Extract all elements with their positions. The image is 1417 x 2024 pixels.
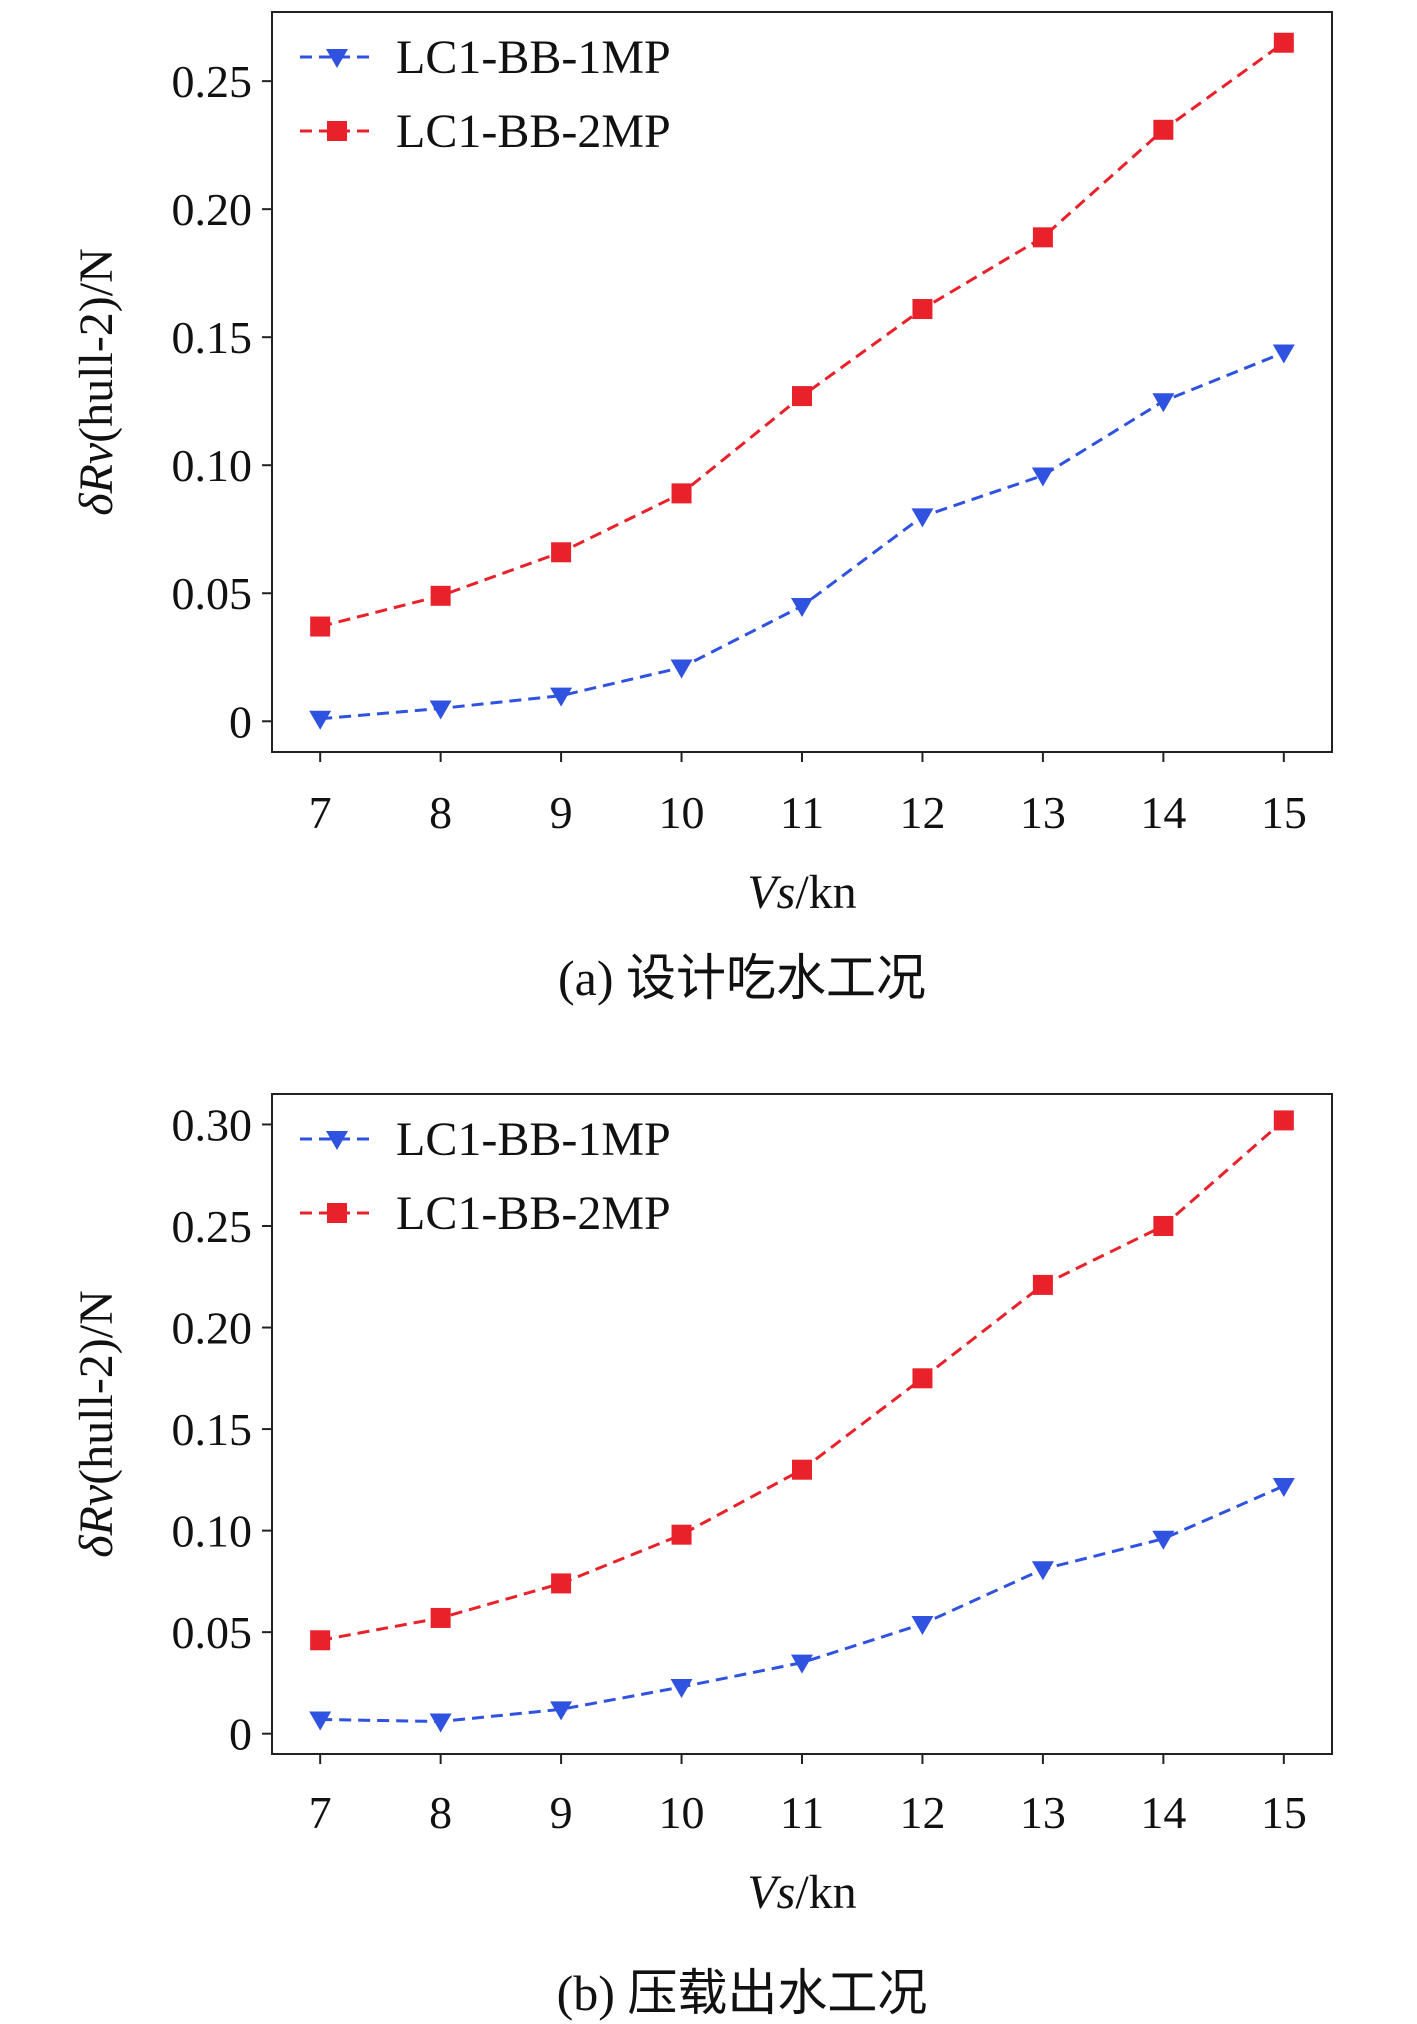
panel-b-series-LC1-BB-1MP-point (670, 1678, 693, 1698)
panel-a-series-LC1-BB-1MP-point (791, 598, 813, 618)
panel-b-series-LC1-BB-2MP-point (1273, 1110, 1294, 1131)
panel-b-y-tick-label: 0.25 (172, 1201, 253, 1252)
panel-b-series-LC1-BB-2MP-point (1032, 1274, 1053, 1295)
panel-b-series-LC1-BB-2MP-point (792, 1459, 812, 1480)
panel-b-series-LC1-BB-1MP-point (1031, 1561, 1054, 1581)
panel-a-series-LC1-BB-2MP-point (310, 616, 331, 637)
panel-a-x-tick-label: 12 (899, 787, 945, 838)
panel-a-y-tick-label: 0.25 (172, 56, 253, 107)
panel-b-legend-marker-LC1-BB-2MP (327, 1203, 347, 1223)
panel-a-x-tick-label: 14 (1140, 787, 1186, 838)
panel-a-legend-label-LC1-BB-2MP: LC1-BB-2MP (396, 105, 671, 158)
panel-a-series-LC1-BB-1MP-point (550, 687, 573, 707)
panel-b-series-LC1-BB-1MP-point (550, 1701, 573, 1721)
panel-a-series-LC1-BB-2MP-point (671, 483, 692, 504)
panel-b-caption: (b) 压载出水工况 (557, 1965, 928, 2021)
panel-b-series-LC1-BB-1MP-point (791, 1654, 813, 1674)
panel-b-legend-marker-LC1-BB-1MP (326, 1131, 348, 1150)
panel-b-x-tick-label: 15 (1261, 1787, 1307, 1838)
panel-a-series-LC1-BB-1MP-point (1031, 467, 1054, 487)
panel-b-x-tick-label: 7 (309, 1787, 332, 1838)
panel-a-y-tick-label: 0.15 (172, 312, 253, 363)
panel-a-x-tick-label: 15 (1261, 787, 1307, 838)
panel-a-series-LC1-BB-1MP-point (309, 710, 332, 730)
panel-a-y-tick-label: 0.20 (172, 184, 253, 235)
panel-b-x-tick-label: 14 (1140, 1787, 1186, 1838)
panel-a-series-LC1-BB-1MP-line (320, 351, 1285, 721)
panel-b-x-axis-title: Vs/kn (747, 1866, 856, 1919)
panel-a-y-tick-label: 0 (229, 696, 252, 747)
panel-b-y-tick-label: 0.05 (172, 1607, 253, 1658)
panel-b-x-tick-label: 12 (899, 1787, 945, 1838)
panel-b-legend-label-LC1-BB-2MP: LC1-BB-2MP (396, 1187, 671, 1240)
panel-a-y-tick-label: 0.05 (172, 568, 253, 619)
panel-a-x-tick-label: 7 (309, 787, 332, 838)
panel-b-series-LC1-BB-2MP-point (671, 1524, 692, 1545)
panel-a-legend-marker-LC1-BB-1MP (326, 49, 348, 68)
panel-a-series-LC1-BB-1MP-point (1152, 393, 1175, 413)
panel-b-series-LC1-BB-1MP-point (429, 1713, 452, 1733)
panel-a-series-LC1-BB-2MP-point (551, 542, 572, 563)
panel-a-x-tick-label: 9 (550, 787, 573, 838)
panel-b-series-LC1-BB-2MP-point (310, 1630, 331, 1651)
panel-a-y-axis-title: δRv(hull-2)/N (70, 248, 123, 516)
panel-b-x-tick-label: 11 (780, 1787, 824, 1838)
panel-b-x-tick-label: 9 (550, 1787, 573, 1838)
panel-b-x-tick-label: 8 (429, 1787, 452, 1838)
panel-a-series-LC1-BB-2MP-point (792, 386, 812, 407)
panel-b-y-tick-label: 0.15 (172, 1404, 253, 1455)
panel-a-legend-label-LC1-BB-1MP: LC1-BB-1MP (396, 31, 671, 84)
panel-b-series-LC1-BB-2MP-point (551, 1573, 572, 1594)
panel-a-x-axis-title: Vs/kn (747, 866, 856, 919)
panel-a-x-tick-label: 13 (1020, 787, 1066, 838)
panel-b-y-tick-label: 0.10 (172, 1506, 253, 1557)
panel-b-x-tick-label: 10 (659, 1787, 705, 1838)
panel-a-series-LC1-BB-1MP-point (429, 700, 452, 720)
panel-b-series-LC1-BB-2MP-point (1153, 1216, 1174, 1236)
panel-a-series-LC1-BB-2MP-point (912, 299, 933, 320)
panel-a-y-tick-label: 0.10 (172, 440, 253, 491)
panel-b-y-axis-title: δRv(hull-2)/N (70, 1290, 123, 1558)
panel-b-series-LC1-BB-2MP-point (430, 1607, 451, 1628)
panel-b-x-tick-label: 13 (1020, 1787, 1066, 1838)
panel-a-series-LC1-BB-1MP-point (670, 659, 693, 679)
panel-b-series-LC1-BB-1MP-line (320, 1484, 1285, 1724)
panel-a-legend-marker-LC1-BB-2MP (327, 121, 347, 141)
panel-b-y-tick-label: 0.20 (172, 1303, 253, 1354)
panel-a-series-LC1-BB-2MP-point (1153, 119, 1174, 140)
panel-b-series-LC1-BB-1MP-point (1152, 1530, 1175, 1550)
panel-b-series-LC1-BB-2MP-point (912, 1368, 933, 1389)
panel-a-x-tick-label: 10 (659, 787, 705, 838)
panel-a-series-LC1-BB-1MP-point (1272, 344, 1295, 364)
panel-b-y-tick-label: 0 (229, 1709, 252, 1760)
panel-b-series-LC1-BB-1MP-point (1272, 1477, 1295, 1497)
panel-b-series-LC1-BB-1MP-point (309, 1711, 332, 1731)
panel-a-x-tick-label: 11 (780, 787, 824, 838)
panel-b-series-LC1-BB-1MP-point (911, 1616, 934, 1636)
panel-a-series-LC1-BB-1MP-point (911, 508, 934, 528)
panel-a-series-LC1-BB-2MP-point (1032, 227, 1053, 248)
panel-a-caption: (a) 设计吃水工况 (558, 950, 926, 1006)
panel-a-series-LC1-BB-2MP-point (430, 585, 451, 606)
panel-a-x-tick-label: 8 (429, 787, 452, 838)
panel-b-y-tick-label: 0.30 (172, 1099, 253, 1150)
panel-a-series-LC1-BB-2MP-point (1273, 32, 1294, 53)
panel-b-legend-label-LC1-BB-1MP: LC1-BB-1MP (396, 1113, 671, 1166)
